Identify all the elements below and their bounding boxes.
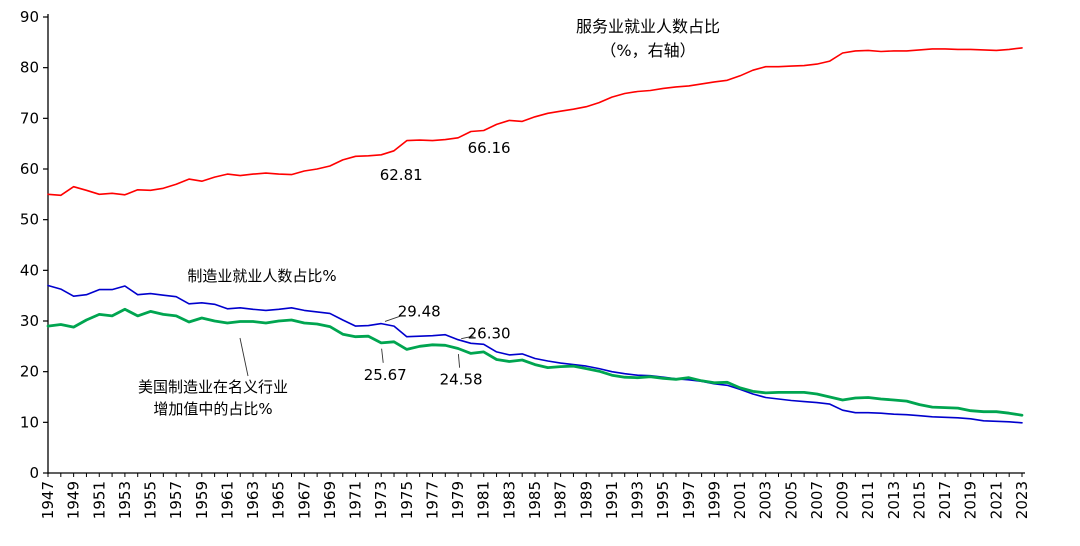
x-axis-tick-label: 1999	[705, 481, 723, 519]
series-manufacturing-value-added-label: 美国制造业在名义行业	[138, 378, 288, 396]
x-axis-tick-label: 1949	[65, 481, 83, 519]
x-axis-tick-label: 1951	[90, 481, 108, 519]
x-axis-tick-label: 1965	[270, 481, 288, 519]
y-axis-tick-label: 20	[20, 363, 39, 381]
x-axis-tick-label: 1971	[347, 481, 365, 519]
value-label-24.58: 24.58	[440, 370, 483, 388]
y-axis-tick-label: 0	[29, 464, 39, 482]
series-services-line	[47, 47, 1023, 197]
x-axis-tick-label: 1985	[526, 481, 544, 519]
series-manufacturing-value-added-label-leader	[239, 337, 249, 377]
x-axis-tick-label: 1989	[577, 481, 595, 519]
x-axis-tick-label: 2019	[962, 481, 980, 519]
x-axis-tick-label: 1959	[193, 481, 211, 519]
x-axis-tick-label: 2003	[757, 481, 775, 519]
x-axis-tick-label: 1969	[321, 481, 339, 519]
x-axis-tick-label: 1979	[449, 481, 467, 519]
y-axis-tick-label: 60	[20, 160, 39, 178]
x-axis-tick-label: 1963	[244, 481, 262, 519]
x-axis-tick-label: 2023	[1013, 481, 1031, 519]
x-axis-tick-label: 1957	[167, 481, 185, 519]
x-axis-tick-label: 1997	[680, 481, 698, 519]
value-label-29.48: 29.48	[398, 303, 441, 321]
y-axis-tick-label: 90	[20, 8, 39, 26]
x-axis-tick-label: 1961	[218, 481, 236, 519]
x-axis-tick-label: 2009	[834, 481, 852, 519]
x-axis-tick-label: 2013	[885, 481, 903, 519]
y-axis-tick-label: 40	[20, 261, 39, 279]
series-manufacturing-value-added-label: 增加值中的占比%	[153, 400, 272, 418]
value-label-26.30: 26.30	[468, 325, 511, 343]
x-axis-tick-label: 1991	[603, 481, 621, 519]
value-label-66.16: 66.16	[468, 139, 511, 157]
x-axis-tick-label: 1975	[398, 481, 416, 519]
x-axis-tick-label: 1993	[629, 481, 647, 519]
x-axis-tick-label: 2005	[782, 481, 800, 519]
x-axis-tick-label: 1953	[116, 481, 134, 519]
value-label-25.67: 25.67	[364, 366, 407, 384]
y-axis-tick-label: 30	[20, 312, 39, 330]
x-axis-tick-label: 1973	[372, 481, 390, 519]
x-axis-tick-label: 1981	[475, 481, 493, 519]
x-axis-tick-label: 1995	[654, 481, 672, 519]
x-axis-tick-label: 1977	[423, 481, 441, 519]
value-label-62.81: 62.81	[380, 166, 423, 184]
y-axis-tick-label: 70	[20, 109, 39, 127]
series-manufacturing-employment-label: 制造业就业人数占比%	[187, 267, 336, 285]
x-axis-tick-label: 2011	[859, 481, 877, 519]
x-axis-tick-label: 2007	[808, 481, 826, 519]
x-axis-tick-label: 2017	[936, 481, 954, 519]
series-services-label: （%，右轴）	[600, 41, 695, 60]
y-axis-tick-label: 50	[20, 211, 39, 229]
series-manufacturing-employment-line	[47, 284, 1023, 424]
x-axis-tick-label: 1983	[500, 481, 518, 519]
value-label-leader-24.58	[457, 354, 461, 368]
y-axis-tick-label: 80	[20, 59, 39, 77]
x-axis-tick-label: 1967	[295, 481, 313, 519]
x-axis-tick-label: 1947	[39, 481, 57, 519]
x-axis-tick-label: 2001	[731, 481, 749, 519]
value-label-leader-26.30	[461, 335, 474, 340]
x-axis-tick-label: 1987	[552, 481, 570, 519]
y-axis-tick-label: 10	[20, 413, 39, 431]
x-axis-tick-label: 2015	[910, 481, 928, 519]
value-label-leader-25.67	[381, 348, 384, 363]
value-label-leader-29.48	[384, 315, 401, 322]
series-manufacturing-value-added-line	[46, 307, 1024, 417]
series-services-label: 服务业就业人数占比	[576, 17, 720, 36]
x-axis-tick-label: 1955	[142, 481, 160, 519]
x-axis-tick-label: 2021	[987, 481, 1005, 519]
